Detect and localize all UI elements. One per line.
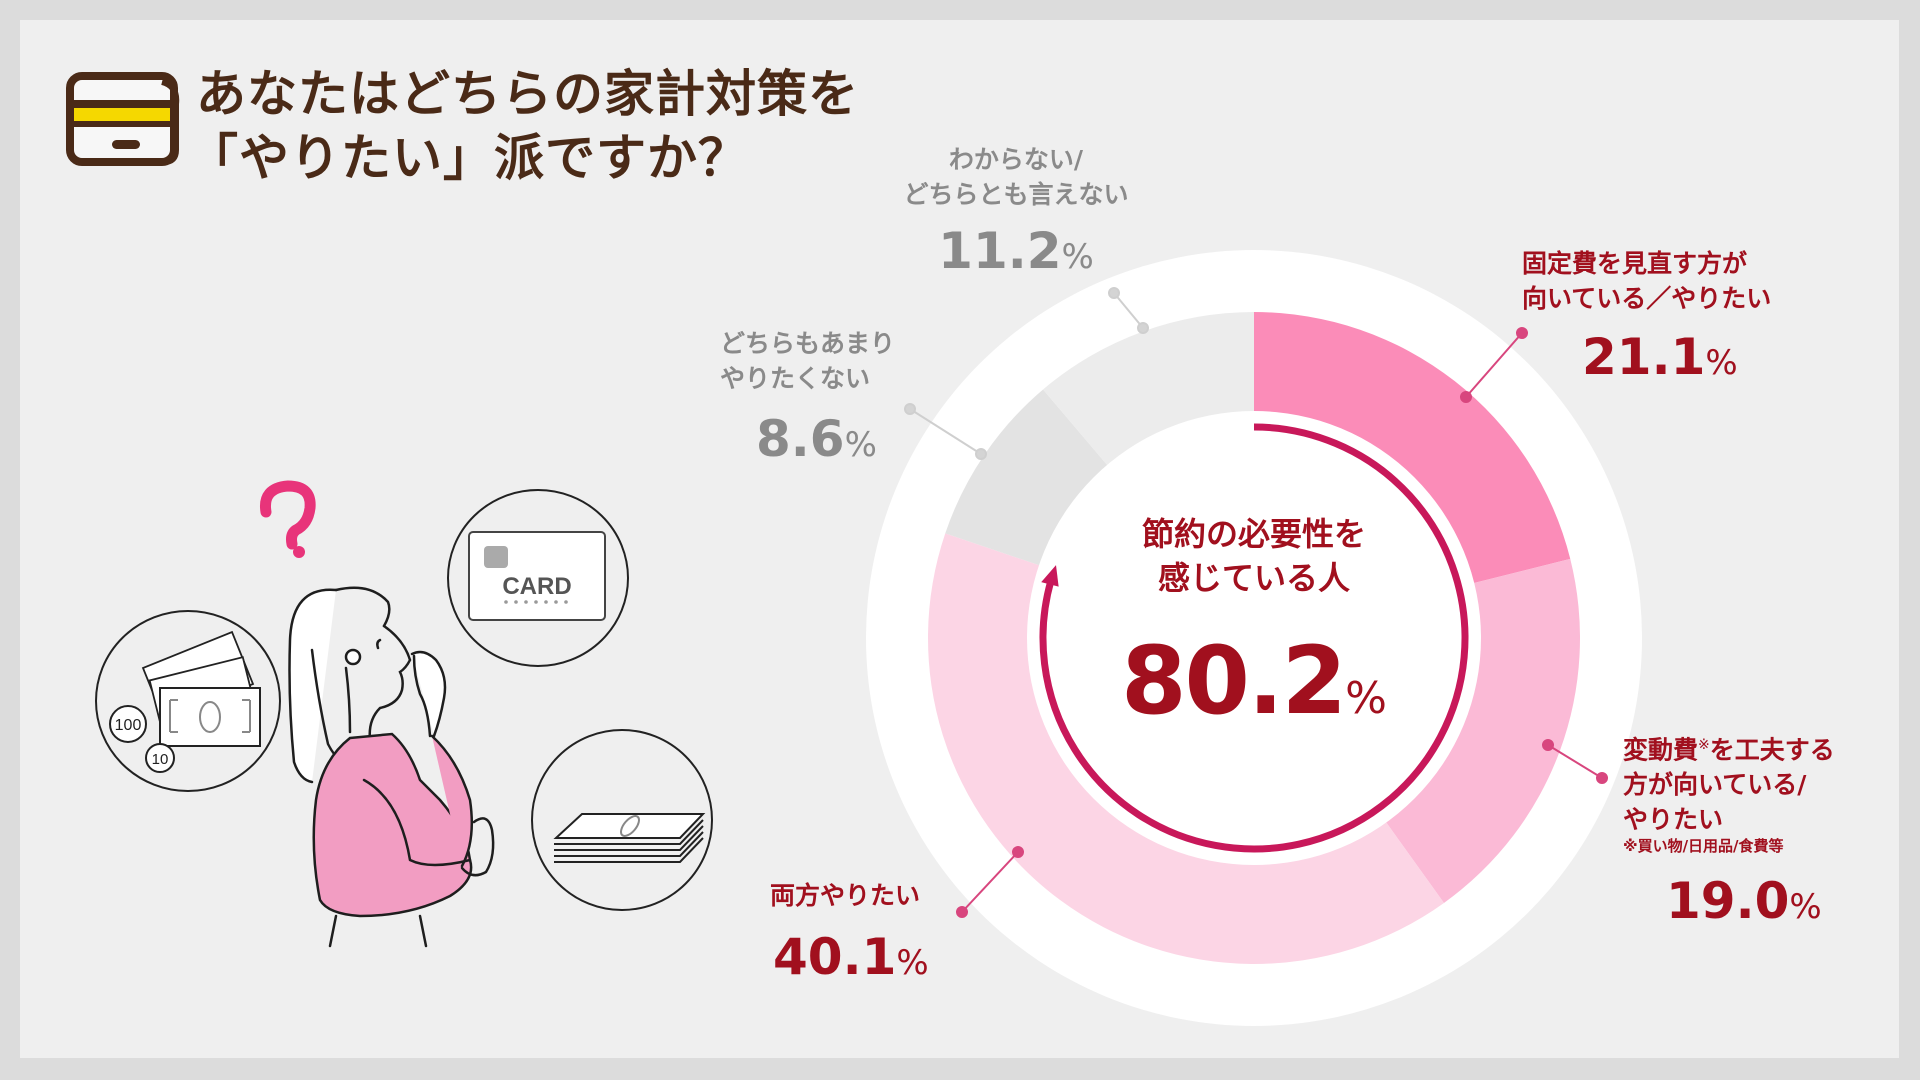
label-fixed-line2: 向いている／やりたい bbox=[1522, 284, 1772, 313]
credit-card-icon bbox=[66, 72, 180, 166]
label-unknown-line2: どちらとも言えない bbox=[903, 180, 1129, 209]
value-fixed-number: 21.1 bbox=[1582, 328, 1706, 386]
label-unknown: わからない/ どちらとも言えない bbox=[896, 142, 1136, 212]
savings-need-arc bbox=[1039, 423, 1469, 853]
banknote-stack-illustration bbox=[531, 729, 713, 911]
title-line-1: あなたはどちらの家計対策を bbox=[196, 65, 859, 123]
donut-center-disc bbox=[1027, 411, 1481, 865]
label-both-line1: 両方やりたい bbox=[770, 881, 921, 910]
footnote-text: ※買い物/日用品/食費等 bbox=[1623, 837, 1784, 856]
label-both: 両方やりたい bbox=[770, 878, 920, 913]
value-neither-unit: % bbox=[844, 425, 877, 465]
center-value: 80.2% bbox=[1054, 632, 1454, 749]
value-fixed-unit: % bbox=[1705, 343, 1738, 383]
value-unknown-unit: % bbox=[1061, 237, 1094, 277]
leader-variable bbox=[1542, 739, 1608, 784]
value-both-unit: % bbox=[896, 943, 929, 983]
label-variable: 変動費※を工夫する 方が向いている/ やりたい ※買い物/日用品/食費等 bbox=[1623, 728, 1835, 855]
value-fixed: 21.1% bbox=[1582, 328, 1738, 392]
title-line-2: 「やりたい」派ですか？ bbox=[188, 129, 749, 187]
coin-100-label: 100 bbox=[115, 717, 142, 734]
donut-segment-fixed bbox=[1254, 312, 1571, 590]
label-variable-line3: やりたい bbox=[1623, 805, 1724, 835]
label-unknown-line1: わからない/ bbox=[948, 145, 1084, 174]
value-both-number: 40.1 bbox=[773, 928, 897, 986]
value-both: 40.1% bbox=[773, 928, 929, 992]
label-variable-text: 変動費 bbox=[1623, 735, 1699, 765]
center-value-unit: % bbox=[1345, 673, 1387, 724]
center-label: 節約の必要性を 感じている人 bbox=[1054, 512, 1454, 600]
question-mark-icon bbox=[259, 480, 316, 558]
label-variable-line2: 方が向いている/ bbox=[1623, 770, 1807, 800]
thinking-woman-illustration bbox=[288, 586, 495, 948]
arc-arrowhead-icon bbox=[1041, 565, 1059, 587]
value-variable: 19.0% bbox=[1666, 872, 1822, 936]
leader-fixed bbox=[1460, 327, 1528, 403]
label-fixed: 固定費を見直す方が 向いている／やりたい bbox=[1522, 246, 1771, 316]
center-label-line1: 節約の必要性を bbox=[1141, 515, 1366, 553]
footnote-mark: ※ bbox=[1698, 737, 1710, 753]
cash-and-coins-illustration bbox=[95, 610, 281, 792]
leader-both bbox=[956, 846, 1024, 918]
page-title: あなたはどちらの家計対策を 「やりたい」派ですか？ bbox=[188, 62, 859, 190]
label-neither-line1: どちらもあまり bbox=[720, 329, 896, 358]
coin-10-label: 10 bbox=[152, 751, 169, 768]
value-unknown-number: 11.2 bbox=[938, 222, 1062, 280]
center-label-line2: 感じている人 bbox=[1157, 559, 1350, 597]
leader-neither bbox=[904, 403, 987, 460]
center-value-number: 80.2 bbox=[1121, 627, 1347, 736]
value-variable-number: 19.0 bbox=[1666, 872, 1790, 930]
value-variable-unit: % bbox=[1789, 887, 1822, 927]
value-neither-number: 8.6 bbox=[756, 410, 845, 468]
label-neither-line2: やりたくない bbox=[720, 364, 871, 393]
value-neither: 8.6% bbox=[756, 410, 877, 474]
donut-segment-variable bbox=[1370, 558, 1580, 903]
card-label: CARD bbox=[502, 573, 571, 600]
label-variable-line1: 変動費※を工夫する bbox=[1623, 728, 1835, 767]
value-unknown: 11.2% bbox=[896, 222, 1136, 286]
leader-unknown bbox=[1108, 287, 1149, 334]
label-neither: どちらもあまり やりたくない bbox=[720, 326, 895, 396]
credit-card-illustration bbox=[447, 489, 629, 667]
label-fixed-line1: 固定費を見直す方が bbox=[1522, 249, 1748, 278]
label-variable-text-b: を工夫する bbox=[1709, 735, 1835, 765]
